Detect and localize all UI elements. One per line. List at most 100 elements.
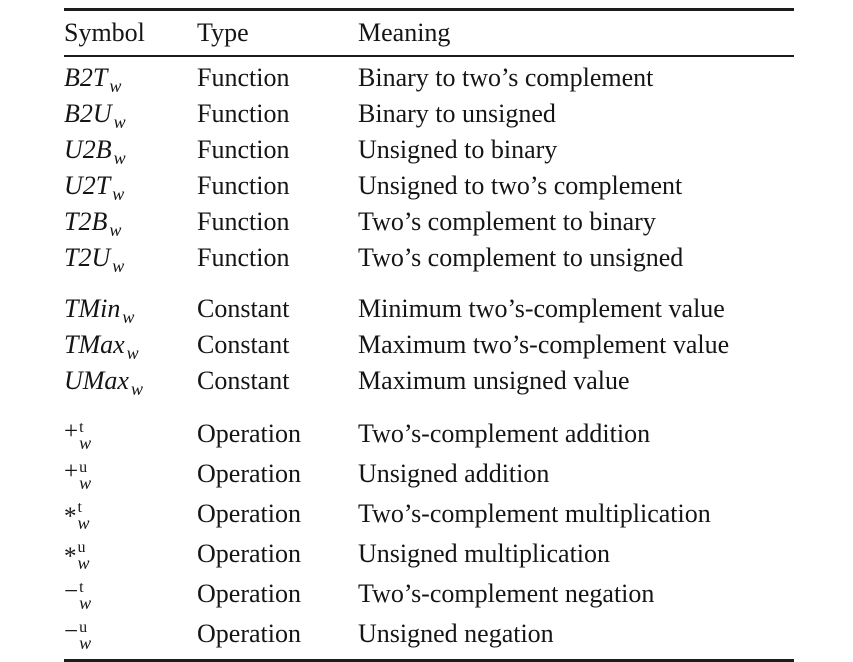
type-cell: Function [197,207,290,236]
meaning-cell: Unsigned multiplication [358,539,611,568]
subscript: w [77,553,90,573]
superscript: u [79,619,88,636]
table-row: TMax w Constant Maximum two’s-complement va… [64,327,794,363]
table-row: T2U w Function Two’s complement to unsigned [64,240,794,276]
symbol-name: B2T [64,63,108,92]
symbol-cell: UMax w [64,366,197,399]
operation-symbol: − u w [64,619,91,652]
type-cell: Constant [197,366,290,395]
subscript: w [109,220,122,240]
symbol-name: B2U [64,99,112,128]
meaning-cell: Unsigned to two’s complement [358,171,683,200]
symbol-cell: − u w [64,616,197,652]
symbol-name: U2T [64,171,111,200]
operation-symbol: * t w [64,500,90,533]
meaning-cell: Unsigned addition [358,459,550,488]
subscript: w [79,593,92,613]
type-cell: Function [197,135,290,164]
table-row: + t w Operation Two’s-complement addition [64,414,794,454]
symbol-cell: T2B w [64,207,197,240]
subscript: w [113,112,126,132]
operation-symbol: + u w [64,458,92,493]
table-row: U2B w Function Unsigned to binary [64,132,794,168]
symbol-cell: U2T w [64,171,197,204]
table-row: UMax w Constant Maximum unsigned value [64,363,794,399]
type-cell: Operation [197,579,301,608]
operator-glyph: + [64,458,79,485]
type-cell: Constant [197,294,290,323]
subscript: w [79,433,92,453]
subscript: w [77,513,90,533]
superscript: t [79,419,84,436]
symbol-cell: TMax w [64,330,197,363]
type-cell: Constant [197,330,290,359]
superscript: t [79,579,84,596]
meaning-cell: Two’s complement to binary [358,207,656,236]
symbol-name: T2B [64,207,108,236]
table-row: * u w Operation Unsigned multiplication [64,534,794,574]
table-row: B2T w Function Binary to two’s complement [64,60,794,96]
type-cell: Operation [197,539,301,568]
symbol-cell: B2U w [64,99,197,132]
table-row: − u w Operation Unsigned negation [64,614,794,654]
symbol-cell: * u w [64,536,197,573]
symbol-name: TMin [64,294,121,323]
symbol-name: U2B [64,135,112,164]
table-body: B2T w Function Binary to two’s complement B2… [64,57,794,659]
operator-glyph: − [64,578,79,605]
table-row: − t w Operation Two’s-complement negation [64,574,794,614]
type-cell: Operation [197,499,301,528]
type-cell: Operation [197,419,301,448]
operation-symbol: * u w [64,540,90,573]
subscript: w [112,184,125,204]
type-cell: Operation [197,619,301,648]
meaning-cell: Maximum unsigned value [358,366,630,395]
symbol-cell: − t w [64,576,197,612]
table-row: + u w Operation Unsigned addition [64,454,794,494]
symbol-cell: * t w [64,496,197,533]
meaning-cell: Two’s-complement addition [358,419,651,448]
meaning-cell: Unsigned negation [358,619,554,648]
subscript: w [112,256,125,276]
type-cell: Function [197,243,290,272]
operator-glyph: * [64,543,77,570]
table-row: B2U w Function Binary to unsigned [64,96,794,132]
meaning-cell: Binary to two’s complement [358,63,654,92]
meaning-cell: Unsigned to binary [358,135,558,164]
operator-glyph: * [64,503,77,530]
symbol-cell: T2U w [64,243,197,276]
superscript: u [79,459,88,476]
column-header-meaning: Meaning [358,18,451,47]
table-row: U2T w Function Unsigned to two’s complement [64,168,794,204]
subscript: w [126,343,139,363]
type-cell: Operation [197,459,301,488]
table-row: * t w Operation Two’s-complement multiplicat… [64,494,794,534]
symbol-name: UMax [64,366,129,395]
operation-symbol: + t w [64,418,92,453]
row-group-functions: B2T w Function Binary to two’s complement B2… [64,60,794,276]
symbol-cell: B2T w [64,63,197,96]
subscript: w [79,473,92,493]
subscript: w [122,307,135,327]
meaning-cell: Two’s-complement negation [358,579,655,608]
subscript: w [109,76,122,96]
type-cell: Function [197,171,290,200]
subscript: w [130,379,143,399]
symbol-name: TMax [64,330,125,359]
meaning-cell: Binary to unsigned [358,99,556,128]
meaning-cell: Minimum two’s-complement value [358,294,725,323]
row-group-operations: + t w Operation Two’s-complement addition + u w… [64,414,794,654]
meaning-cell: Two’s complement to unsigned [358,243,684,272]
meaning-cell: Two’s-complement multiplication [358,499,711,528]
meaning-cell: Maximum two’s-complement value [358,330,730,359]
symbol-cell: + u w [64,456,197,492]
row-group-constants: TMin w Constant Minimum two’s-complement va… [64,291,794,399]
operator-glyph: + [64,418,79,445]
type-cell: Function [197,63,290,92]
